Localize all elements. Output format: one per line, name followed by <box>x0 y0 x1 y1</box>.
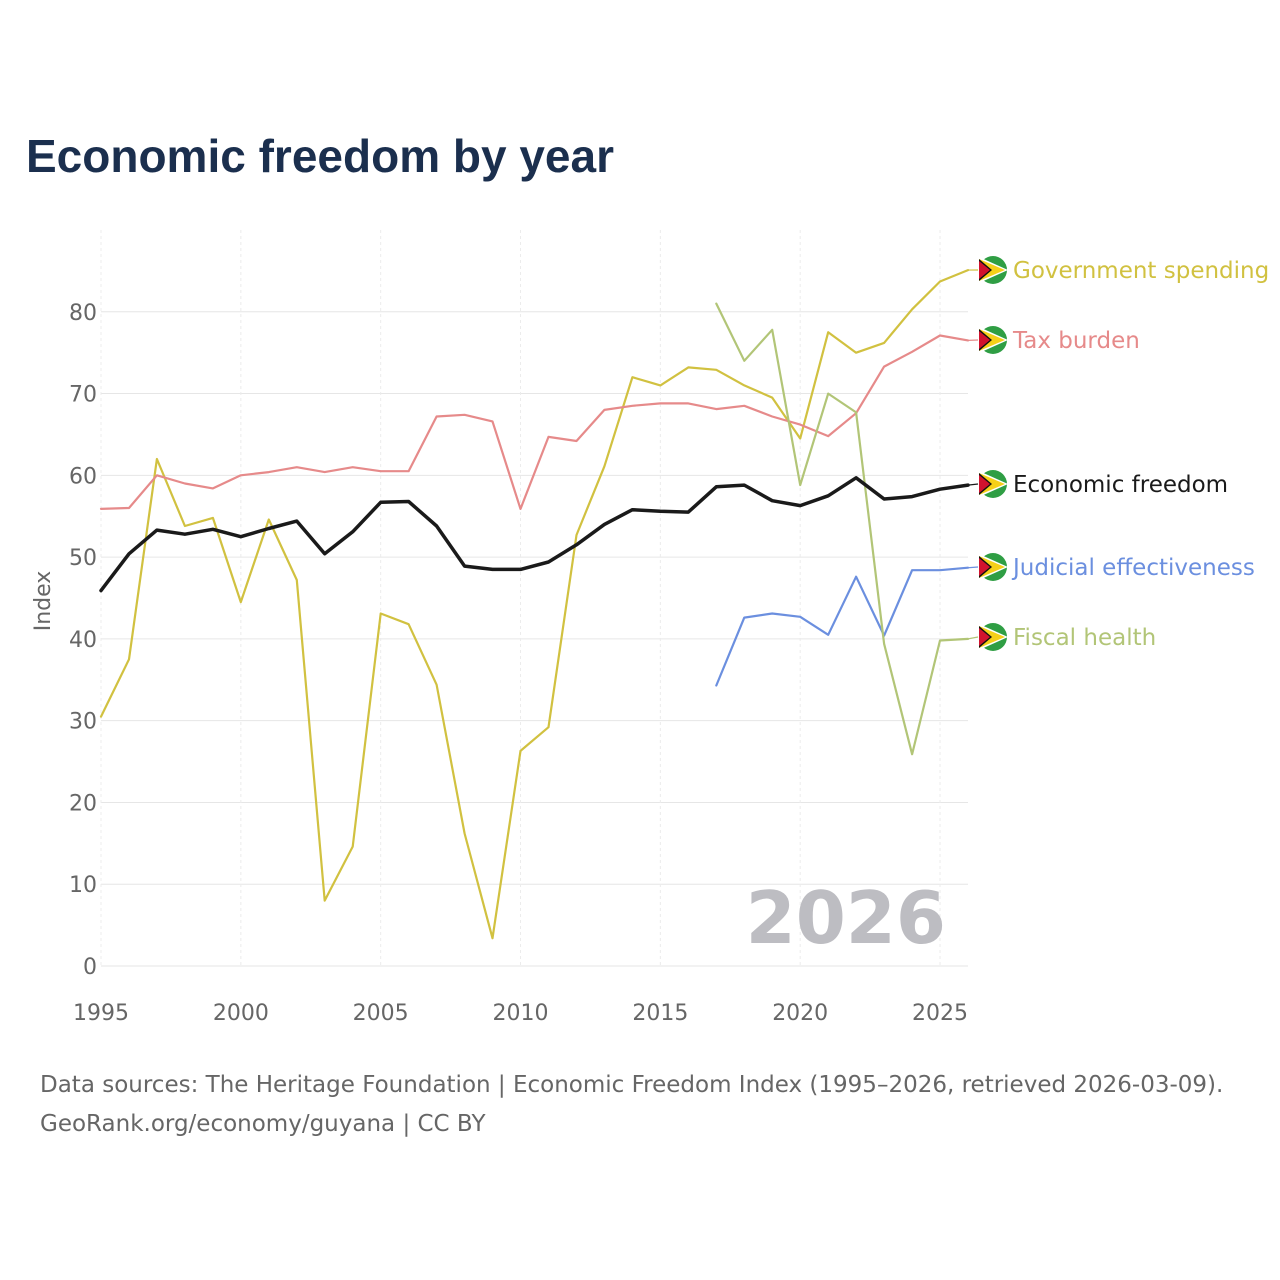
chart-title: Economic freedom by year <box>26 130 614 182</box>
source-line-2: GeoRank.org/economy/guyana | CC BY <box>40 1111 486 1137</box>
y-tick-label: 10 <box>69 873 97 898</box>
x-tick-label: 2005 <box>353 1001 409 1026</box>
series-label-tax-burden: Tax burden <box>1012 328 1140 354</box>
guyana-flag-icon <box>979 326 1008 354</box>
y-axis-label: Index <box>31 571 56 632</box>
label-connector <box>967 636 979 640</box>
label-connector <box>967 566 979 569</box>
x-tick-label: 2010 <box>493 1001 549 1026</box>
y-tick-label: 50 <box>69 546 97 571</box>
series-line-fiscal-health <box>715 302 970 756</box>
series-label-fiscal-health: Fiscal health <box>1013 625 1156 651</box>
series-line-judicial-effectiveness <box>715 566 970 687</box>
guyana-flag-icon <box>979 553 1008 581</box>
x-tick-label: 2015 <box>632 1001 688 1026</box>
y-tick-label: 0 <box>83 955 97 980</box>
series-label-government-spending: Government spending <box>1013 258 1269 284</box>
x-tick-label: 2020 <box>772 1001 828 1026</box>
guyana-flag-icon <box>979 623 1008 651</box>
series-labels: Government spending Tax burden Judicial ef… <box>967 256 1269 651</box>
x-tick-label: 2025 <box>912 1001 968 1026</box>
source-line-1: Data sources: The Heritage Foundation | … <box>40 1072 1223 1098</box>
current-year-watermark: 2026 <box>746 876 946 960</box>
label-connector <box>967 483 979 486</box>
x-axis-ticks: 1995 2000 2005 2010 2015 2020 2025 <box>73 1001 968 1026</box>
y-tick-label: 70 <box>69 383 97 408</box>
series-line-tax-burden <box>99 334 970 510</box>
y-axis-ticks: 0 10 20 30 40 50 60 70 80 <box>69 301 97 980</box>
series-label-economic-freedom: Economic freedom <box>1013 472 1228 498</box>
series-label-judicial-effectiveness: Judicial effectiveness <box>1011 555 1255 581</box>
y-tick-label: 40 <box>69 628 97 653</box>
y-tick-label: 60 <box>69 464 97 489</box>
series-line-economic-freedom <box>99 476 970 593</box>
x-tick-label: 2000 <box>213 1001 269 1026</box>
guyana-flag-icon <box>979 256 1008 284</box>
grid <box>100 230 968 967</box>
y-tick-label: 80 <box>69 301 97 326</box>
series-lines <box>99 269 970 940</box>
y-tick-label: 20 <box>69 791 97 816</box>
x-tick-label: 1995 <box>73 1001 129 1026</box>
y-tick-label: 30 <box>69 710 97 735</box>
series-line-government-spending <box>99 269 970 940</box>
guyana-flag-icon <box>979 470 1008 498</box>
